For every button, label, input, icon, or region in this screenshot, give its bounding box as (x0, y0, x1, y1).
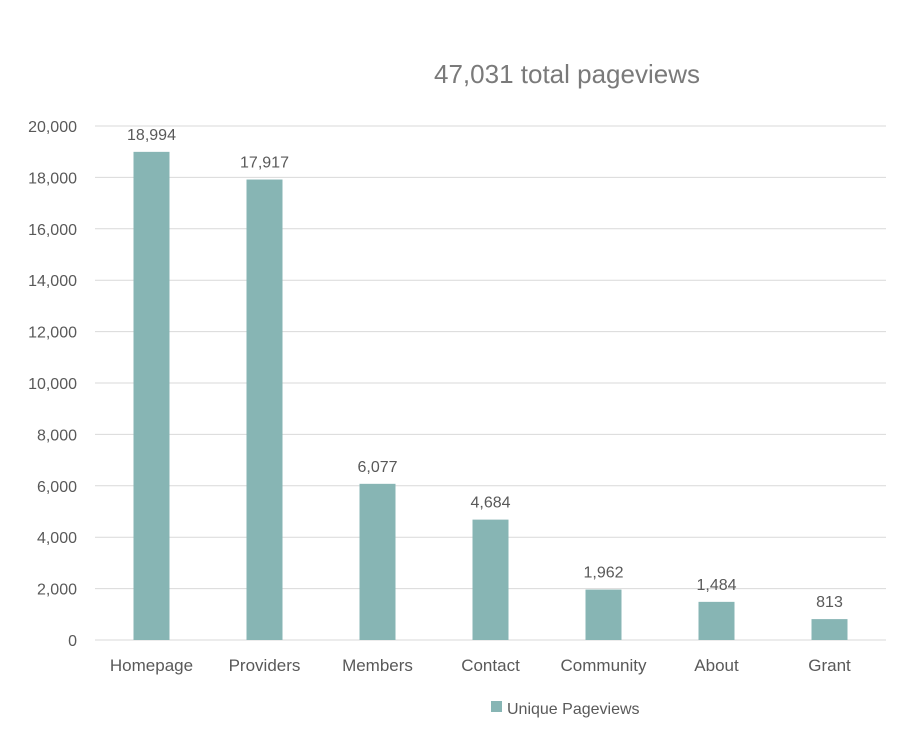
data-label: 813 (816, 594, 843, 611)
category-label: Contact (461, 656, 520, 675)
y-tick-label: 18,000 (28, 170, 77, 187)
data-label: 6,077 (357, 459, 397, 476)
y-tick-label: 20,000 (28, 119, 77, 136)
data-label: 4,684 (470, 495, 510, 512)
chart-title: 47,031 total pageviews (434, 59, 700, 89)
y-axis-tick-labels: 0 2,000 4,000 6,000 8,000 10,000 12,000 14,000 1… (28, 119, 77, 650)
data-label: 18,994 (127, 127, 176, 144)
category-label: About (694, 656, 739, 675)
y-tick-label: 0 (68, 633, 77, 650)
data-label: 17,917 (240, 155, 289, 172)
y-tick-label: 10,000 (28, 376, 77, 393)
legend-swatch (491, 701, 502, 712)
bar (811, 619, 848, 640)
bar (585, 589, 622, 640)
y-tick-label: 14,000 (28, 273, 77, 290)
y-tick-label: 16,000 (28, 222, 77, 239)
bar (133, 151, 170, 641)
legend: Unique Pageviews (491, 701, 640, 718)
bars (133, 151, 848, 641)
bar (359, 483, 396, 640)
x-axis-category-labels: Homepage Providers Members Contact Community… (110, 656, 851, 675)
category-label: Community (561, 656, 647, 675)
y-tick-label: 4,000 (37, 530, 77, 547)
category-label: Grant (808, 656, 851, 675)
bar (472, 519, 509, 640)
bar (698, 601, 735, 640)
data-label: 1,484 (696, 577, 736, 594)
y-tick-label: 2,000 (37, 582, 77, 599)
category-label: Members (342, 656, 413, 675)
data-labels: 18,994 17,917 6,077 4,684 1,962 1,484 813 (127, 127, 843, 611)
category-label: Providers (229, 656, 301, 675)
y-tick-label: 8,000 (37, 427, 77, 444)
legend-label: Unique Pageviews (507, 701, 640, 718)
y-tick-label: 12,000 (28, 325, 77, 342)
gridlines (95, 125, 886, 641)
y-tick-label: 6,000 (37, 479, 77, 496)
bar (246, 179, 283, 641)
category-label: Homepage (110, 656, 193, 675)
data-label: 1,962 (583, 565, 623, 582)
